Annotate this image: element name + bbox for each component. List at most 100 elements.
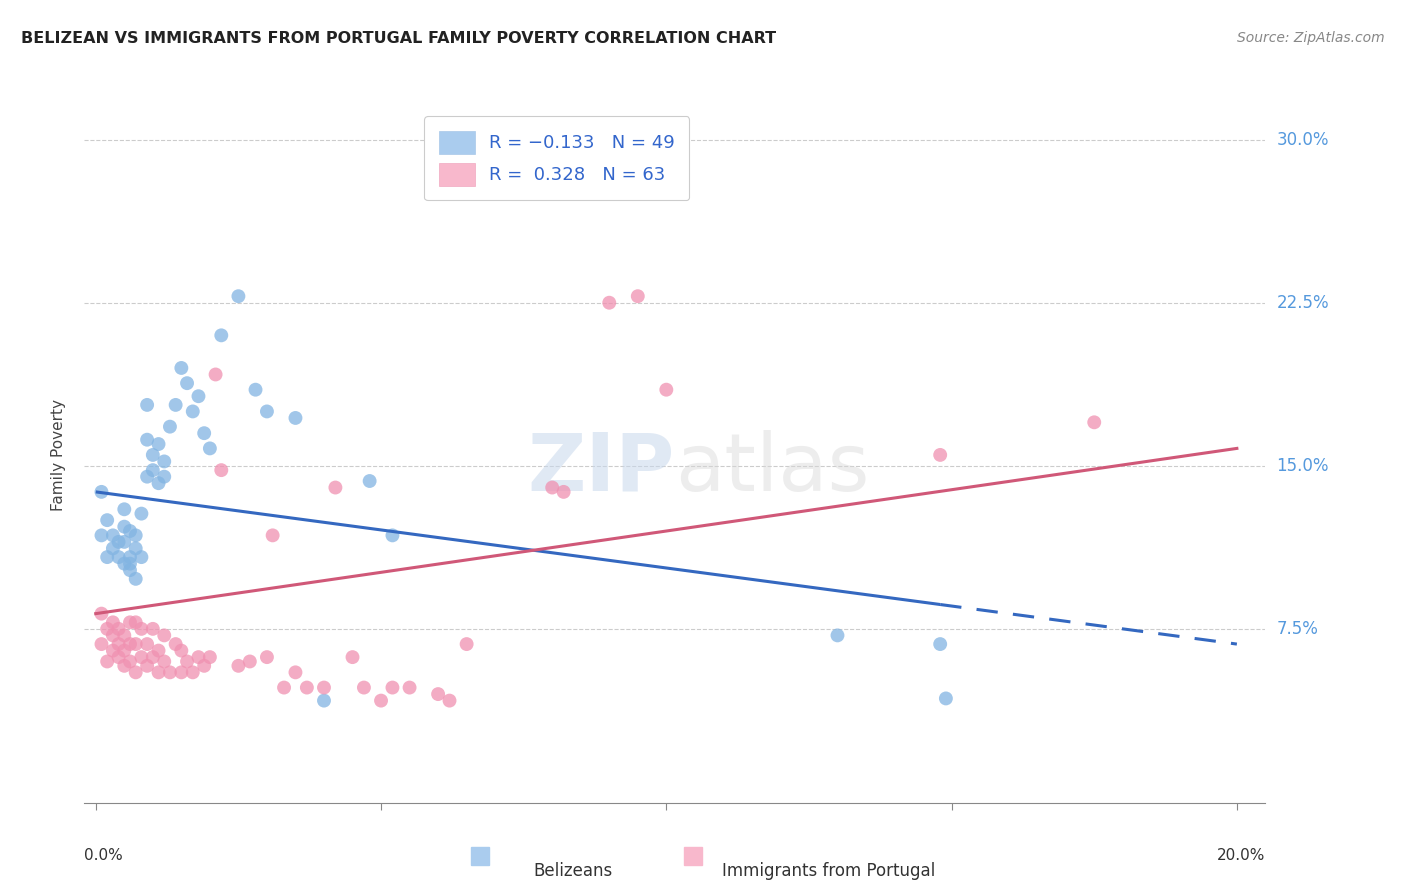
Point <box>131 550 153 565</box>
Text: 22.5%: 22.5% <box>1277 293 1329 311</box>
Point <box>228 289 250 303</box>
Text: 20.0%: 20.0% <box>1218 848 1265 863</box>
Point <box>325 481 347 495</box>
Point <box>165 398 187 412</box>
Point <box>101 615 124 630</box>
Point <box>439 693 461 707</box>
Point <box>125 637 148 651</box>
Point <box>256 650 278 665</box>
Point <box>312 693 335 707</box>
Point <box>125 541 148 556</box>
Point <box>148 476 170 491</box>
Point <box>153 655 176 669</box>
Point <box>107 650 129 665</box>
Point <box>142 463 165 477</box>
Point <box>125 572 148 586</box>
Point <box>96 622 118 636</box>
Point <box>170 665 193 680</box>
Point <box>170 361 193 376</box>
Point <box>131 622 153 636</box>
Point <box>273 681 295 695</box>
Point <box>112 519 135 533</box>
Point <box>456 637 478 651</box>
Point <box>118 563 141 577</box>
Text: 7.5%: 7.5% <box>1277 620 1319 638</box>
Point <box>107 550 129 565</box>
Point <box>1083 415 1105 429</box>
Point <box>96 550 118 565</box>
Point <box>239 655 262 669</box>
Point <box>136 469 159 483</box>
Point <box>148 643 170 657</box>
Point <box>284 665 307 680</box>
Point <box>101 528 124 542</box>
Point <box>148 437 170 451</box>
Point <box>181 665 204 680</box>
Point <box>198 442 221 456</box>
Point <box>112 502 135 516</box>
Point <box>353 681 375 695</box>
Text: Source: ZipAtlas.com: Source: ZipAtlas.com <box>1237 31 1385 45</box>
Point <box>112 643 135 657</box>
Legend: R = −0.133   N = 49, R =  0.328   N = 63: R = −0.133 N = 49, R = 0.328 N = 63 <box>425 116 689 201</box>
Point <box>204 368 226 382</box>
Y-axis label: Family Poverty: Family Poverty <box>51 399 66 511</box>
Point <box>112 628 135 642</box>
Point <box>170 643 193 657</box>
Point <box>598 295 620 310</box>
Point <box>381 681 404 695</box>
Point <box>153 628 176 642</box>
Point <box>176 376 198 391</box>
Point <box>370 693 392 707</box>
Text: 0.0%: 0.0% <box>84 848 124 863</box>
Point <box>193 426 215 441</box>
Point <box>381 528 404 542</box>
Point <box>112 658 135 673</box>
Point <box>284 411 307 425</box>
Point <box>541 481 564 495</box>
Point <box>929 637 952 651</box>
Text: ZIP: ZIP <box>527 430 675 508</box>
Point <box>107 637 129 651</box>
Point <box>398 681 420 695</box>
Text: 30.0%: 30.0% <box>1277 130 1329 149</box>
Point <box>112 534 135 549</box>
Point <box>118 524 141 538</box>
Point <box>118 615 141 630</box>
Point <box>125 615 148 630</box>
Point <box>228 658 250 673</box>
Point <box>929 448 952 462</box>
Point <box>245 383 267 397</box>
Point <box>159 419 181 434</box>
Point <box>655 383 678 397</box>
Point <box>295 681 318 695</box>
Point <box>107 622 129 636</box>
Point <box>427 687 450 701</box>
Point <box>262 528 284 542</box>
Point <box>118 655 141 669</box>
Point <box>136 433 159 447</box>
Point <box>118 550 141 565</box>
Point <box>90 528 112 542</box>
Point <box>142 622 165 636</box>
Point <box>935 691 957 706</box>
Text: Belizeans: Belizeans <box>533 862 613 880</box>
Point <box>359 474 381 488</box>
Point <box>90 484 112 499</box>
Point <box>153 454 176 468</box>
Point <box>90 637 112 651</box>
Point <box>312 681 335 695</box>
Point <box>181 404 204 418</box>
Point <box>101 541 124 556</box>
Point <box>112 557 135 571</box>
Text: 15.0%: 15.0% <box>1277 457 1329 475</box>
Point <box>198 650 221 665</box>
Point <box>827 628 849 642</box>
Text: atlas: atlas <box>675 430 869 508</box>
Point <box>553 484 575 499</box>
Point <box>136 658 159 673</box>
Point <box>187 389 209 403</box>
Point <box>101 643 124 657</box>
Text: BELIZEAN VS IMMIGRANTS FROM PORTUGAL FAMILY POVERTY CORRELATION CHART: BELIZEAN VS IMMIGRANTS FROM PORTUGAL FAM… <box>21 31 776 46</box>
Point <box>165 637 187 651</box>
